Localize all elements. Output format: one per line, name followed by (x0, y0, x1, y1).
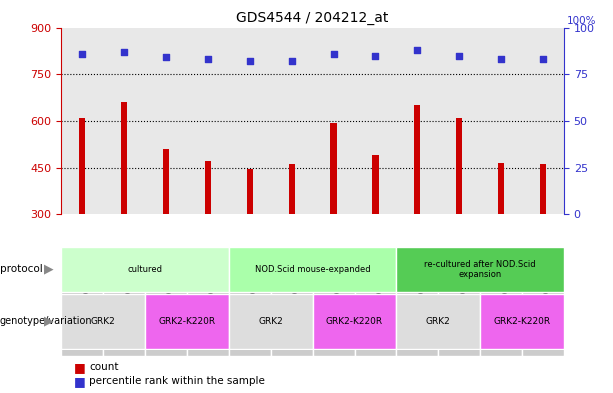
Bar (163, 149, 169, 214)
Bar (438, 28, 480, 214)
Text: genotype/variation: genotype/variation (0, 316, 93, 326)
Text: GRK2: GRK2 (258, 317, 283, 326)
Text: percentile rank within the sample: percentile rank within the sample (89, 376, 265, 386)
Bar (145, 285, 187, 356)
Bar (103, 28, 145, 214)
Bar (79, 118, 85, 214)
Text: cultured: cultured (128, 265, 162, 274)
Bar (187, 285, 229, 356)
Bar (61, 294, 145, 349)
Point (370, 52, 380, 59)
Bar (354, 28, 397, 214)
Text: 100%: 100% (567, 16, 596, 26)
Bar (61, 246, 229, 292)
Bar (397, 246, 564, 292)
Text: GSM1049712: GSM1049712 (82, 263, 91, 314)
Bar (414, 105, 421, 214)
Point (161, 54, 171, 61)
Bar (205, 161, 211, 214)
Text: ▶: ▶ (44, 315, 54, 328)
Bar (313, 28, 354, 214)
Text: GSM1049708: GSM1049708 (250, 263, 259, 314)
Point (203, 56, 213, 62)
Point (538, 56, 548, 62)
Text: GSM1049717: GSM1049717 (459, 263, 468, 314)
Text: GSM1049716: GSM1049716 (417, 263, 427, 314)
Point (287, 58, 297, 64)
Bar (187, 28, 229, 214)
Text: NOD.Scid mouse-expanded: NOD.Scid mouse-expanded (255, 265, 370, 274)
Text: ■: ■ (74, 361, 85, 374)
Text: GSM1049713: GSM1049713 (124, 263, 133, 314)
Bar (456, 118, 462, 214)
Bar (397, 294, 480, 349)
Bar (271, 285, 313, 356)
Text: GRK2-K220R: GRK2-K220R (326, 317, 383, 326)
Text: GSM1049714: GSM1049714 (166, 263, 175, 314)
Text: GSM1049719: GSM1049719 (543, 263, 552, 314)
Point (497, 56, 506, 62)
Text: GSM1049715: GSM1049715 (208, 263, 217, 314)
Bar (246, 169, 253, 214)
Bar (289, 164, 295, 214)
Bar (480, 285, 522, 356)
Bar (313, 294, 397, 349)
Point (454, 52, 464, 59)
Bar (397, 285, 438, 356)
Text: re-cultured after NOD.Scid
expansion: re-cultured after NOD.Scid expansion (424, 259, 536, 279)
Bar (229, 285, 271, 356)
Point (413, 47, 422, 53)
Text: GRK2-K220R: GRK2-K220R (493, 317, 550, 326)
Bar (271, 28, 313, 214)
Bar (61, 285, 103, 356)
Text: GSM1049709: GSM1049709 (292, 263, 301, 314)
Bar (397, 28, 438, 214)
Bar (438, 285, 480, 356)
Text: GSM1049710: GSM1049710 (333, 263, 343, 314)
Point (245, 58, 255, 64)
Bar (354, 285, 397, 356)
Bar (330, 123, 337, 214)
Point (329, 50, 338, 57)
Text: GSM1049718: GSM1049718 (501, 263, 510, 314)
Text: ▶: ▶ (44, 263, 54, 276)
Point (119, 49, 129, 55)
Text: ■: ■ (74, 375, 85, 388)
Point (77, 50, 87, 57)
Bar (103, 285, 145, 356)
Bar (313, 285, 354, 356)
Title: GDS4544 / 204212_at: GDS4544 / 204212_at (237, 11, 389, 25)
Bar (229, 246, 397, 292)
Bar (498, 163, 504, 214)
Bar (145, 28, 187, 214)
Bar (372, 155, 379, 214)
Bar (121, 102, 128, 214)
Text: GRK2: GRK2 (426, 317, 451, 326)
Text: protocol: protocol (0, 264, 43, 274)
Bar (480, 294, 564, 349)
Text: count: count (89, 362, 118, 373)
Bar (480, 28, 522, 214)
Bar (61, 28, 103, 214)
Bar (522, 285, 564, 356)
Text: GRK2: GRK2 (91, 317, 116, 326)
Bar (540, 164, 546, 214)
Text: GSM1049711: GSM1049711 (375, 263, 384, 314)
Bar (229, 294, 313, 349)
Bar (522, 28, 564, 214)
Bar (145, 294, 229, 349)
Bar (229, 28, 271, 214)
Text: GRK2-K220R: GRK2-K220R (158, 317, 216, 326)
